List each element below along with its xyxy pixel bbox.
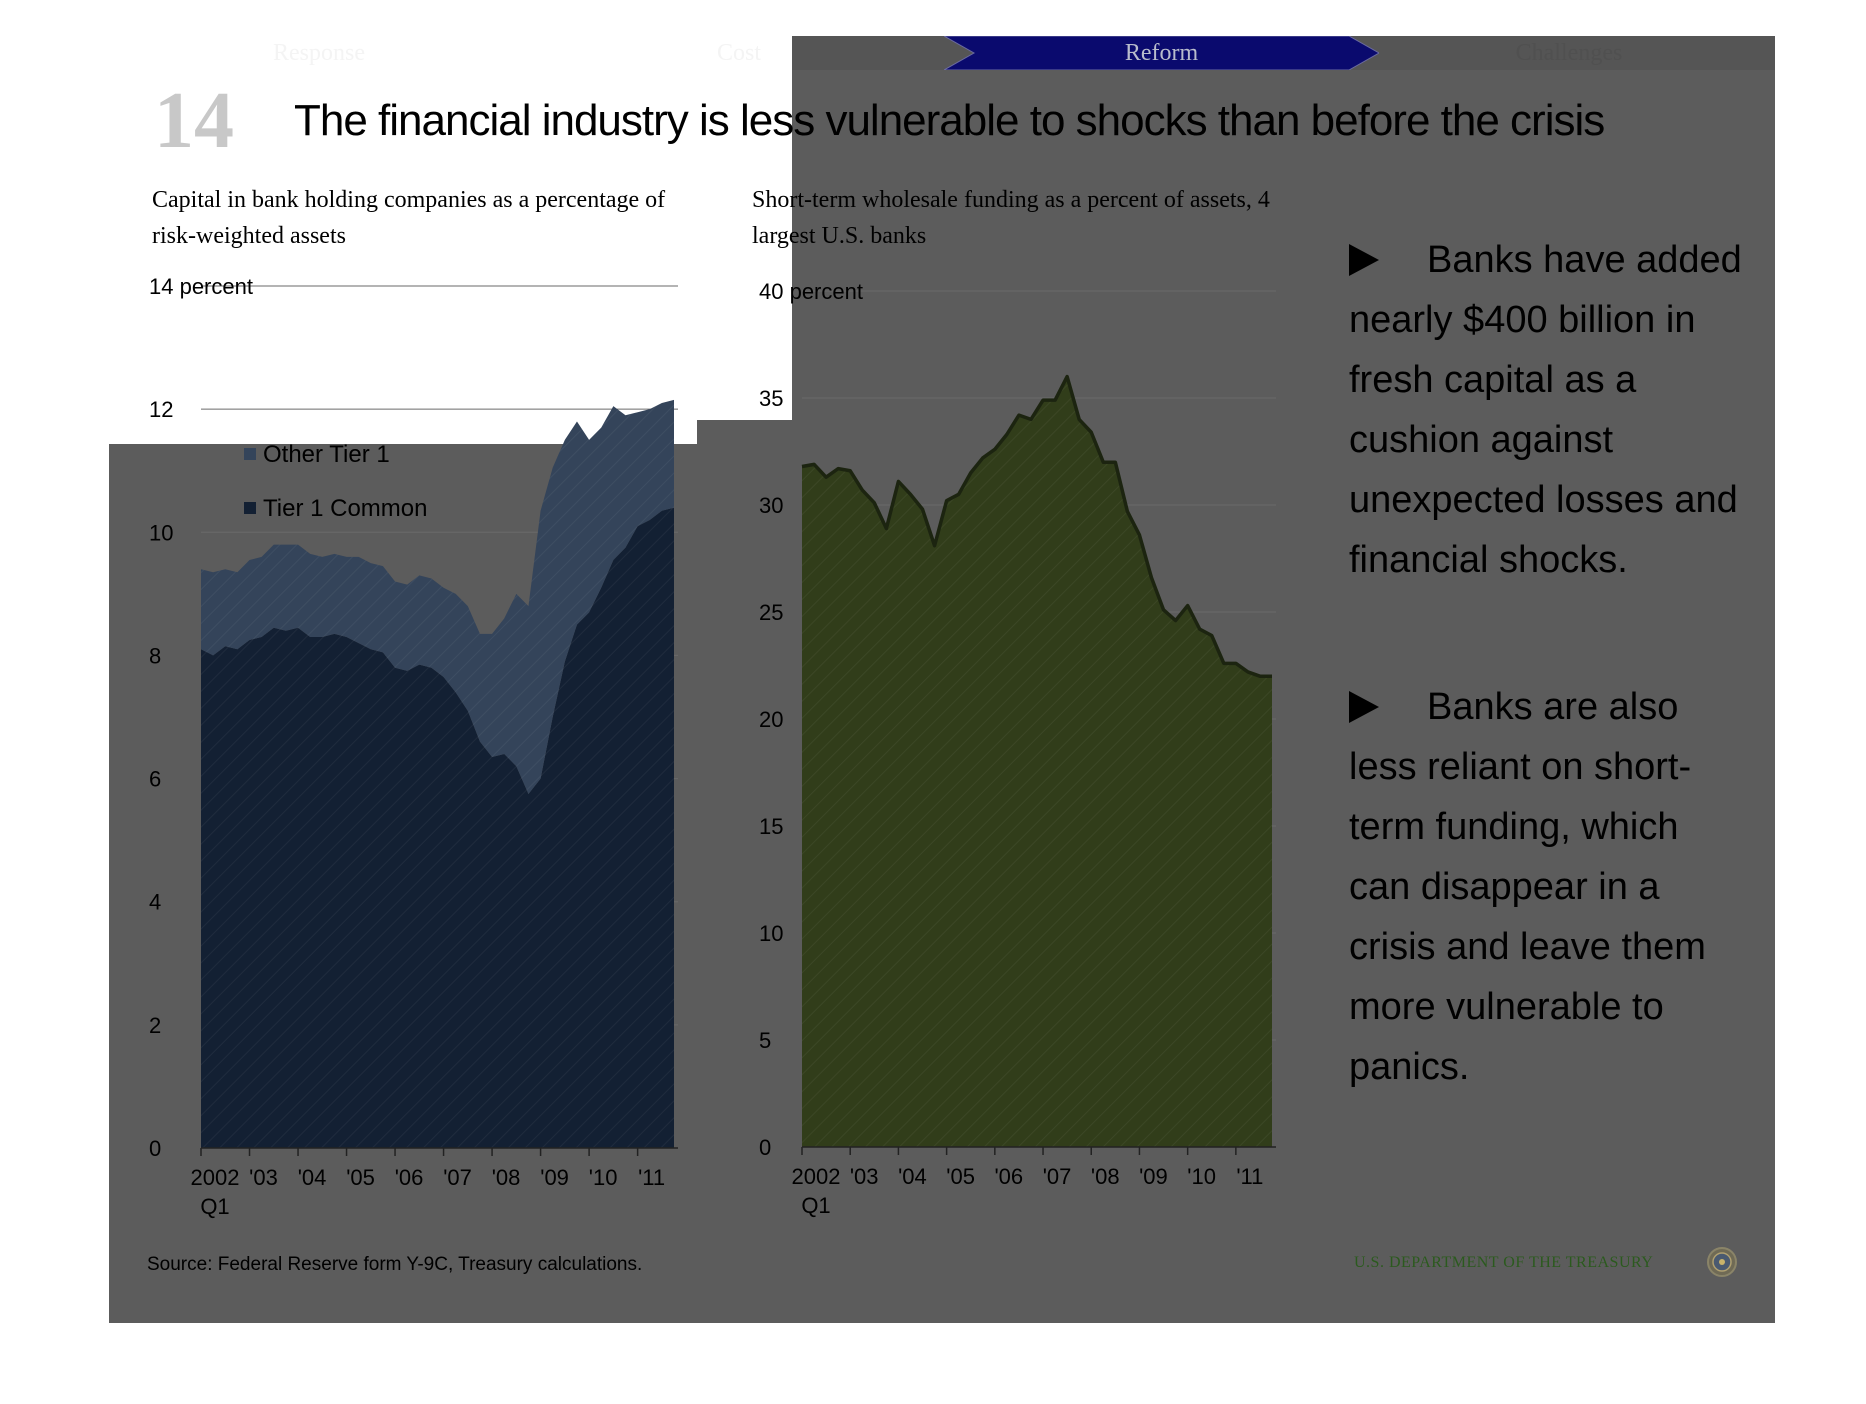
chart1-title: Capital in bank holding companies as a p… (152, 187, 666, 249)
chart1-y-tick-label: 10 (149, 520, 173, 545)
nav-tab-reform[interactable]: Reform (1124, 40, 1199, 66)
bullet-funding-text: Banks are also less reliant on short-ter… (1349, 686, 1706, 1088)
chart1-x-tick-label: '03 (249, 1165, 278, 1190)
chart1-x-tick-label: 2002 (191, 1165, 240, 1190)
chart1-x-tick-label: '07 (443, 1165, 472, 1190)
chart2-series-line (801, 374, 1272, 678)
chart1-y-tick-label: 12 (149, 397, 173, 422)
chart2-x-tick-sublabel: Q1 (801, 1193, 830, 1218)
chart1-area-tier-1-common-texture (201, 507, 674, 1149)
chart2-x-tick-label: '04 (898, 1164, 927, 1189)
chart2-x-tick-label: 2002 (792, 1164, 841, 1189)
chart1-y-tick-label: 4 (149, 890, 161, 915)
chart1-x-tick-label: '04 (298, 1165, 327, 1190)
chart1-legend-label: Tier 1 Common (263, 495, 427, 522)
chart1-capital-ratio: 0 2 4 6 8 10 12 14 percent 2002 Q1 '03 '04 '05 '06 '07… (149, 274, 678, 1219)
nav-tab-cost[interactable]: Cost (716, 40, 761, 66)
triangle-bullet-icon (1349, 244, 1379, 276)
chart1-x-tick-label: '09 (540, 1165, 569, 1190)
bullet-funding: Banks are also less reliant on short-ter… (1349, 677, 1749, 1097)
bullet-capital-text: Banks have added nearly $400 billion in … (1349, 239, 1742, 581)
triangle-bullet-icon (1349, 691, 1379, 723)
slide-header-panel (109, 36, 792, 420)
chart2-x-tick-label: '11 (1236, 1164, 1263, 1189)
treasury-seal-icon (1707, 1247, 1737, 1277)
chart1-x-tick-label: '08 (492, 1165, 521, 1190)
chart2-y-tick-label: 0 (759, 1135, 771, 1160)
nav-tab-challenges[interactable]: Challenges (1515, 40, 1623, 66)
chart2-x-tick-label: '03 (850, 1164, 879, 1189)
chart1-y-axis-label: 14 percent (149, 274, 253, 299)
chart1-y-tick-label: 6 (149, 767, 161, 792)
nav-tab-active-marker (944, 36, 1379, 70)
slide-title: The financial industry is less vulnerabl… (294, 96, 1605, 145)
chart2-x-tick-label: '05 (946, 1164, 975, 1189)
chart2-x-tick-label: '09 (1139, 1164, 1168, 1189)
chart2-y-tick-label: 25 (759, 600, 783, 625)
chart2-y-tick-label: 10 (759, 921, 783, 946)
chart2-x-tick-label: '06 (994, 1164, 1023, 1189)
chart2-wholesale-funding: 0 5 10 15 20 25 30 35 40 percent 2002 Q1 '03 '04 '05 '… (759, 279, 1276, 1218)
chart1-y-tick-label: 2 (149, 1013, 161, 1038)
chart1-x-tick-label: '11 (638, 1165, 665, 1190)
chart2-y-tick-label: 35 (759, 386, 783, 411)
chart1-x-tick-label: '06 (395, 1165, 424, 1190)
chart1-legend-swatch (244, 502, 256, 514)
source-note: Source: Federal Reserve form Y-9C, Treas… (147, 1254, 643, 1275)
chart2-x-tick-label: '08 (1091, 1164, 1120, 1189)
chart1-legend-swatch (244, 448, 256, 460)
chart2-x-tick-label: '10 (1187, 1164, 1216, 1189)
chart1-x-tick-label: '05 (346, 1165, 375, 1190)
slide-number: 14 (154, 77, 234, 165)
chart1-x-tick-label: '10 (589, 1165, 618, 1190)
chart2-x-tick-label: '07 (1043, 1164, 1072, 1189)
nav-tab-response[interactable]: Response (273, 40, 365, 66)
slide-frame: Response Cost Reform Challenges 14 The f… (109, 36, 1775, 1323)
chart2-y-axis-label: 40 percent (759, 279, 863, 304)
chart2-y-tick-label: 20 (759, 707, 783, 732)
chart2-title: Short-term wholesale funding as a percen… (752, 187, 1270, 249)
chart2-y-tick-label: 15 (759, 814, 783, 839)
bullet-capital: Banks have added nearly $400 billion in … (1349, 230, 1749, 590)
chart1-x-tick-sublabel: Q1 (200, 1194, 229, 1219)
treasury-wordmark: U.S. DEPARTMENT OF THE TREASURY (1354, 1254, 1654, 1271)
chart1-y-tick-label: 8 (149, 643, 161, 668)
chart2-area-series-texture (802, 376, 1272, 1148)
chart2-y-tick-label: 30 (759, 493, 783, 518)
chart1-legend-label: Other Tier 1 (263, 441, 390, 468)
chart1-y-tick-label: 0 (149, 1136, 161, 1161)
chart2-y-tick-label: 5 (759, 1028, 771, 1053)
chart1-area-other-tier-1-texture (201, 399, 674, 794)
